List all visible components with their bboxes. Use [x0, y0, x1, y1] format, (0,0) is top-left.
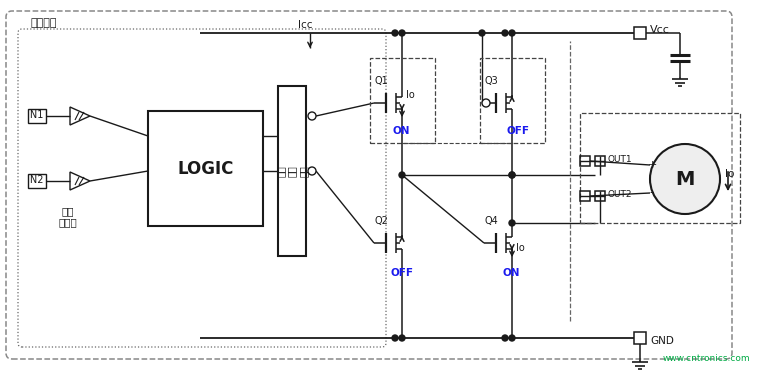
- Circle shape: [399, 335, 405, 341]
- Bar: [634, 332, 646, 344]
- Text: IN1: IN1: [27, 110, 43, 120]
- Circle shape: [399, 30, 405, 36]
- Text: Io: Io: [725, 169, 734, 179]
- Text: M: M: [676, 170, 695, 188]
- Text: LOGIC: LOGIC: [177, 160, 233, 177]
- Text: ON: ON: [502, 268, 520, 278]
- Text: 小信号部: 小信号部: [30, 18, 56, 28]
- Text: 防止
同时
导通: 防止 同时 导通: [275, 165, 309, 177]
- Text: OFF: OFF: [506, 126, 529, 136]
- Text: Q4: Q4: [484, 216, 498, 226]
- Circle shape: [308, 112, 316, 120]
- Bar: [370, 58, 435, 143]
- Text: 磁滘
缓冲器: 磁滘 缓冲器: [59, 206, 78, 227]
- Text: Vcc: Vcc: [650, 25, 670, 35]
- Text: Icc: Icc: [298, 20, 312, 30]
- Circle shape: [509, 172, 515, 178]
- Text: +: +: [648, 160, 657, 170]
- Circle shape: [509, 172, 515, 178]
- Text: GND: GND: [650, 336, 674, 346]
- Text: Q3: Q3: [484, 76, 498, 86]
- Bar: [580, 113, 740, 223]
- Bar: [595, 156, 605, 166]
- Circle shape: [509, 30, 515, 36]
- Circle shape: [509, 220, 515, 226]
- Circle shape: [502, 30, 508, 36]
- Bar: [595, 191, 605, 201]
- Text: Io: Io: [406, 90, 415, 100]
- Text: -: -: [650, 187, 654, 200]
- Bar: [634, 27, 646, 39]
- Text: OUT1: OUT1: [607, 154, 632, 164]
- Bar: [580, 156, 590, 166]
- Bar: [278, 86, 306, 256]
- Circle shape: [399, 172, 405, 178]
- Text: ON: ON: [392, 126, 410, 136]
- Circle shape: [650, 144, 720, 214]
- Bar: [580, 191, 590, 201]
- Text: Q1: Q1: [374, 76, 388, 86]
- Bar: [28, 109, 46, 123]
- Circle shape: [509, 335, 515, 341]
- Text: Io: Io: [516, 243, 524, 253]
- Bar: [148, 111, 263, 226]
- Bar: [28, 174, 46, 188]
- Text: Q2: Q2: [374, 216, 388, 226]
- Circle shape: [392, 30, 398, 36]
- Text: IN2: IN2: [27, 175, 43, 185]
- Text: OFF: OFF: [390, 268, 413, 278]
- Circle shape: [392, 335, 398, 341]
- Text: www.cntronics.com: www.cntronics.com: [663, 354, 750, 363]
- Circle shape: [308, 167, 316, 175]
- Bar: [480, 58, 545, 143]
- Circle shape: [479, 30, 485, 36]
- Text: OUT2: OUT2: [607, 190, 632, 198]
- Circle shape: [502, 335, 508, 341]
- Circle shape: [482, 99, 490, 107]
